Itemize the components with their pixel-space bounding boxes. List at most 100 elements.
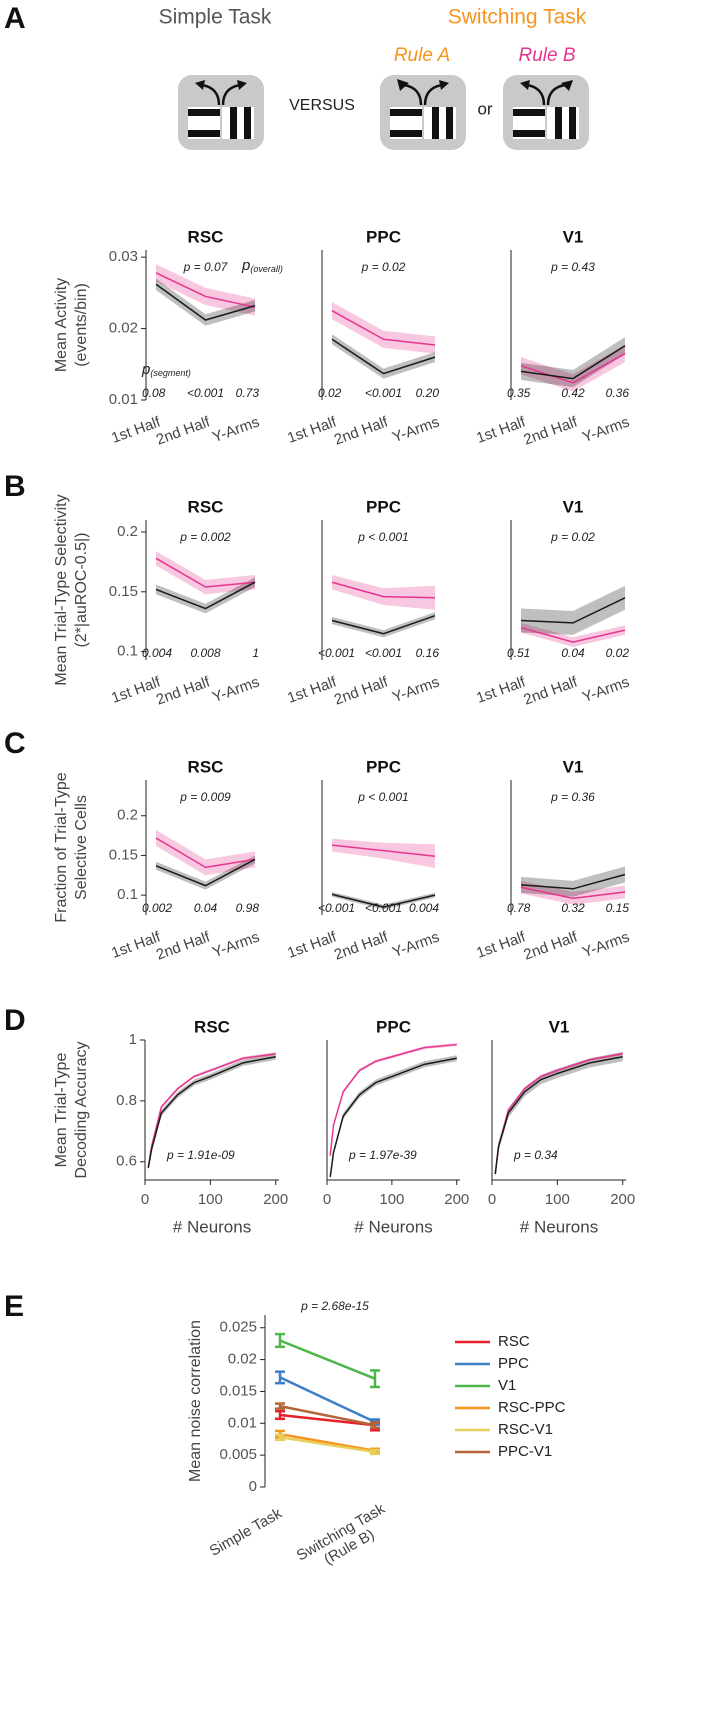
x-tick-label: 200 (444, 1191, 469, 1208)
series-line (331, 310, 436, 346)
error-band (332, 334, 435, 379)
subplot: V1 0 100 200 # Neurons p = 0.34 (488, 1017, 635, 1236)
x-tick-label: 1st Half (285, 673, 339, 707)
y-tick-label: 0.02 (228, 1351, 257, 1368)
error-band (156, 551, 255, 595)
error-bar (275, 1409, 285, 1421)
x-tick-label: Y-Arms (390, 929, 442, 962)
y-tick-label: 0.2 (117, 807, 138, 824)
series-group (155, 264, 256, 326)
y-tick-label: 0.15 (109, 583, 138, 600)
x-tick-label: 100 (198, 1191, 223, 1208)
y-tick-label: 1 (129, 1031, 137, 1048)
p-value: p < 0.001 (357, 530, 408, 544)
y-axis-label: (events/bin) (73, 283, 90, 367)
error-bar (275, 1370, 285, 1385)
subplot: RSC 0.1 0.15 0.2 Fraction of Trial-Type Selec… (53, 757, 262, 963)
chart-title: RSC (194, 1017, 230, 1036)
x-tick-label: 2nd Half (521, 413, 580, 448)
x-tick-label: 200 (263, 1191, 288, 1208)
p-value: p = 1.97e-39 (348, 1148, 417, 1162)
y-axis-label: Mean noise correlation (187, 1320, 204, 1482)
subplot: RSC 0.1 0.15 0.2 Mean Trial-Type Selectivity… (53, 494, 262, 708)
chart-title: V1 (563, 227, 584, 246)
series-group (275, 1332, 380, 1456)
chart-title: V1 (563, 497, 584, 516)
x-tick-label: 1st Half (285, 413, 339, 447)
series-line (155, 283, 256, 321)
y-tick-label: 0.8 (116, 1092, 137, 1109)
series-line (279, 1432, 376, 1452)
x-tick-label: 1st Half (109, 928, 163, 962)
segment-p-value: 0.02 (318, 386, 342, 400)
error-band (156, 264, 255, 316)
p-subscript: (overall) (250, 264, 283, 274)
series-group (520, 866, 626, 905)
series-line (147, 1052, 276, 1168)
x-tick-label: 2nd Half (332, 673, 391, 708)
x-tick-label: Y-Arms (210, 414, 262, 447)
p-value: p = 0.36 (550, 790, 595, 804)
segment-p-value: 0.004 (142, 646, 172, 660)
x-tick-label: 100 (379, 1191, 404, 1208)
y-tick-label: 0.025 (219, 1319, 257, 1336)
segment-p-value: 0.08 (142, 386, 166, 400)
y-tick-label: 0 (249, 1478, 257, 1495)
panel-letter: A (4, 2, 26, 35)
series-line (155, 837, 256, 869)
error-band (156, 577, 255, 614)
error-band (332, 612, 435, 638)
y-axis-label: Mean Activity (53, 278, 70, 372)
subplot: 0 0.005 0.01 0.015 0.02 0.025 Mean noise corre… (187, 1299, 565, 1495)
y-axis-label: Fraction of Trial-Type (53, 772, 70, 922)
overall-label: p(overall) (241, 257, 283, 274)
error-band (332, 891, 435, 910)
chart-title: PPC (366, 497, 401, 516)
series-group (331, 575, 436, 638)
x-tick-label: 200 (610, 1191, 635, 1208)
segment-p-value: <0.001 (365, 386, 402, 400)
series-line (331, 844, 436, 857)
panel-letter: D (4, 1004, 26, 1037)
series-group (147, 1052, 276, 1171)
panel-letter: B (4, 470, 26, 503)
schematic-label: Simple Task (159, 6, 272, 29)
segment-p-value: 0.15 (606, 901, 630, 915)
error-band (156, 278, 255, 326)
chart-title: PPC (366, 757, 401, 776)
y-tick-label: 0.1 (117, 643, 138, 660)
y-tick-label: 0.015 (219, 1382, 257, 1399)
x-tick-label: Y-Arms (580, 929, 632, 962)
error-bar (275, 1332, 285, 1349)
x-tick-label: 2nd Half (332, 413, 391, 448)
p-subscript: (segment) (150, 368, 191, 378)
x-tick-label: 0 (323, 1191, 331, 1208)
p-value: p = 0.02 (361, 260, 406, 274)
p-value: p = 0.43 (550, 260, 595, 274)
x-tick-label: 0 (488, 1191, 496, 1208)
x-tick-label: Y-Arms (580, 414, 632, 447)
segment-p-value: 0.51 (507, 646, 530, 660)
x-tick-label: Y-Arms (580, 674, 632, 707)
p-value: p = 0.34 (513, 1148, 558, 1162)
series-group (494, 1052, 623, 1179)
segment-p-value: 0.73 (236, 386, 260, 400)
legend-label: PPC (498, 1355, 529, 1372)
x-tick-label: 100 (545, 1191, 570, 1208)
y-tick-label: 0.005 (219, 1446, 257, 1463)
series-line (329, 1057, 457, 1178)
x-tick-label: 2nd Half (521, 928, 580, 963)
y-tick-label: 0.6 (116, 1153, 137, 1170)
error-band (521, 585, 625, 635)
series-line (147, 1056, 276, 1168)
series-line (331, 893, 436, 908)
segment-p-value: <0.001 (318, 646, 355, 660)
series-group (331, 838, 436, 910)
subplot: RSC 0.6 0.8 1 0 100 200 # Neurons Mean Trial-Typ… (53, 1017, 288, 1236)
